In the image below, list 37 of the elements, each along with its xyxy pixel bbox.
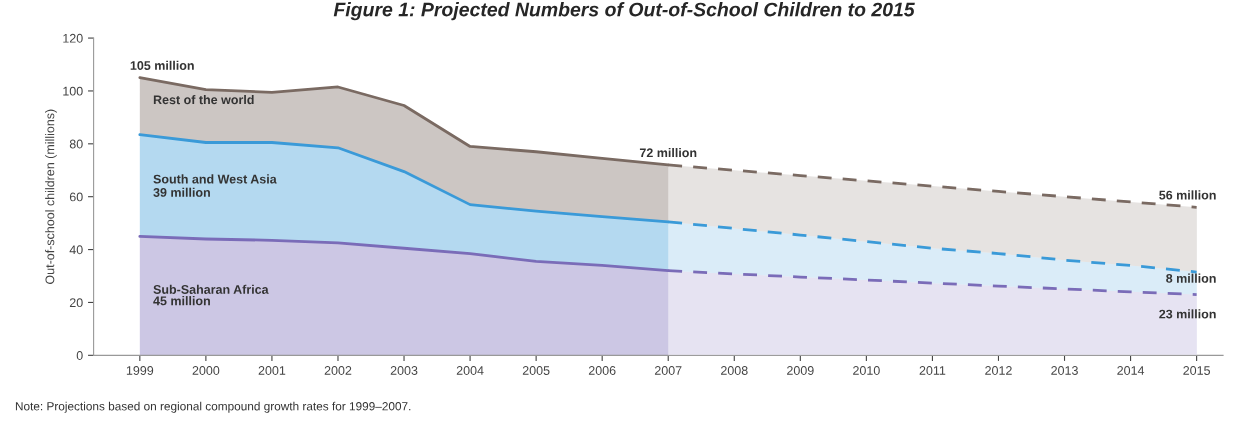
x-tick-label: 2010 — [853, 366, 880, 375]
x-tick-label: 2004 — [456, 366, 484, 375]
series-label: Rest of the world — [153, 95, 254, 105]
y-tick-label: 40 — [69, 245, 83, 255]
x-tick-label: 2007 — [654, 366, 682, 375]
annotation: 45 million — [153, 296, 210, 306]
y-tick-label: 20 — [69, 298, 83, 308]
x-tick-label: 2009 — [787, 366, 814, 375]
x-tick-label: 2000 — [192, 366, 220, 375]
y-tick-label: 120 — [63, 33, 83, 43]
annotation: 56 million — [1159, 190, 1216, 200]
x-tick-label: 2002 — [324, 366, 352, 375]
annotation: 39 million — [153, 187, 210, 197]
x-tick-label: 2011 — [919, 366, 946, 375]
y-axis-title: Out-of-school children (millions) — [45, 109, 57, 284]
y-tick-label: 80 — [69, 139, 83, 149]
x-tick-label: 2008 — [721, 366, 748, 375]
x-tick-label: 2012 — [985, 366, 1012, 375]
x-tick-label: 2001 — [258, 366, 286, 375]
series-label: Sub-Saharan Africa — [153, 284, 269, 294]
annotation: 8 million — [1166, 273, 1216, 283]
annotation: 105 million — [130, 60, 194, 70]
x-tick-label: 2013 — [1051, 366, 1078, 375]
x-tick-label: 2003 — [390, 366, 418, 375]
x-tick-label: 2014 — [1117, 366, 1145, 375]
y-tick-label: 60 — [69, 192, 83, 202]
x-tick-label: 2006 — [588, 366, 616, 375]
x-tick-label: 2015 — [1183, 366, 1210, 375]
x-tick-label: 1999 — [126, 366, 154, 375]
annotation: 23 million — [1159, 309, 1216, 319]
series-label: South and West Asia — [153, 174, 277, 184]
text: Note: Projections based on regional compound growth rates for 1999–2007. — [15, 401, 411, 413]
x-tick-label: 2005 — [522, 366, 550, 375]
annotation: 72 million — [639, 148, 697, 158]
chart-title: Figure 1: Projected Numbers of Out-of-School Children to 2015 — [333, 2, 915, 21]
y-tick-label: 100 — [63, 86, 83, 96]
y-tick-label: 0 — [76, 351, 83, 360]
